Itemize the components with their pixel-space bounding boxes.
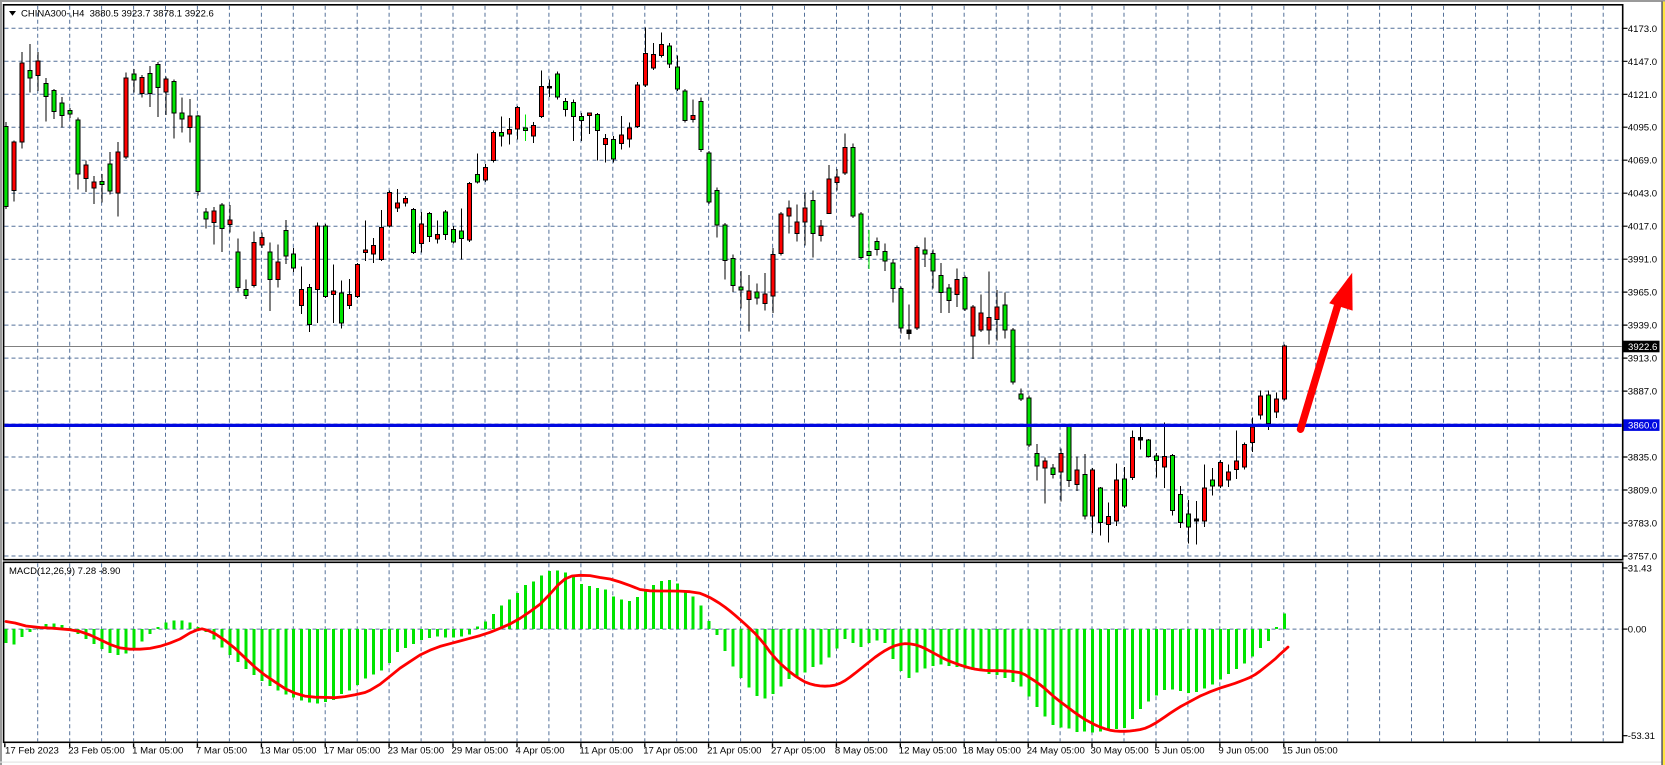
svg-text:3887.0: 3887.0 — [1628, 387, 1657, 398]
svg-text:4017.0: 4017.0 — [1628, 222, 1657, 233]
svg-text:3835.0: 3835.0 — [1628, 453, 1657, 464]
svg-text:8 May 05:00: 8 May 05:00 — [835, 746, 888, 757]
svg-text:23 Feb 05:00: 23 Feb 05:00 — [68, 746, 125, 757]
svg-text:3913.0: 3913.0 — [1628, 354, 1657, 365]
svg-text:9 Jun 05:00: 9 Jun 05:00 — [1218, 746, 1268, 757]
svg-text:18 May 05:00: 18 May 05:00 — [963, 746, 1021, 757]
svg-text:0.00: 0.00 — [1628, 625, 1647, 636]
svg-text:12 May 05:00: 12 May 05:00 — [899, 746, 957, 757]
svg-text:4147.0: 4147.0 — [1628, 57, 1657, 68]
svg-text:3860.0: 3860.0 — [1628, 421, 1657, 432]
svg-text:4095.0: 4095.0 — [1628, 123, 1657, 134]
svg-text:4069.0: 4069.0 — [1628, 156, 1657, 167]
svg-text:5 Jun 05:00: 5 Jun 05:00 — [1155, 746, 1205, 757]
svg-text:29 Mar 05:00: 29 Mar 05:00 — [452, 746, 509, 757]
svg-text:3809.0: 3809.0 — [1628, 486, 1657, 497]
svg-text:CHINA300-,H4 3880.5 3923.7 38: CHINA300-,H4 3880.5 3923.7 3878.1 3922.6 — [21, 8, 214, 19]
svg-text:17 Mar 05:00: 17 Mar 05:00 — [324, 746, 381, 757]
svg-text:31.43: 31.43 — [1628, 564, 1652, 575]
svg-text:3757.0: 3757.0 — [1628, 552, 1657, 563]
svg-text:3939.0: 3939.0 — [1628, 321, 1657, 332]
svg-text:3965.0: 3965.0 — [1628, 288, 1657, 299]
svg-text:1 Mar 05:00: 1 Mar 05:00 — [132, 746, 183, 757]
svg-text:15 Jun 05:00: 15 Jun 05:00 — [1282, 746, 1337, 757]
svg-text:3991.0: 3991.0 — [1628, 255, 1657, 266]
svg-text:21 Apr 05:00: 21 Apr 05:00 — [707, 746, 761, 757]
svg-text:4043.0: 4043.0 — [1628, 189, 1657, 200]
svg-text:3783.0: 3783.0 — [1628, 519, 1657, 530]
svg-text:11 Apr 05:00: 11 Apr 05:00 — [579, 746, 633, 757]
svg-text:4121.0: 4121.0 — [1628, 90, 1657, 101]
svg-text:30 May 05:00: 30 May 05:00 — [1091, 746, 1149, 757]
svg-text:17 Apr 05:00: 17 Apr 05:00 — [643, 746, 697, 757]
svg-text:17 Feb 2023: 17 Feb 2023 — [5, 746, 59, 757]
svg-text:24 May 05:00: 24 May 05:00 — [1027, 746, 1085, 757]
svg-text:13 Mar 05:00: 13 Mar 05:00 — [260, 746, 317, 757]
svg-text:MACD(12,26,9) 7.28 -8.90: MACD(12,26,9) 7.28 -8.90 — [9, 566, 120, 577]
svg-text:3922.6: 3922.6 — [1628, 342, 1657, 353]
svg-text:-53.31: -53.31 — [1628, 731, 1655, 742]
svg-text:4 Apr 05:00: 4 Apr 05:00 — [516, 746, 565, 757]
svg-text:27 Apr 05:00: 27 Apr 05:00 — [771, 746, 825, 757]
svg-text:7 Mar 05:00: 7 Mar 05:00 — [196, 746, 247, 757]
svg-text:23 Mar 05:00: 23 Mar 05:00 — [388, 746, 445, 757]
svg-text:4173.0: 4173.0 — [1628, 24, 1657, 35]
